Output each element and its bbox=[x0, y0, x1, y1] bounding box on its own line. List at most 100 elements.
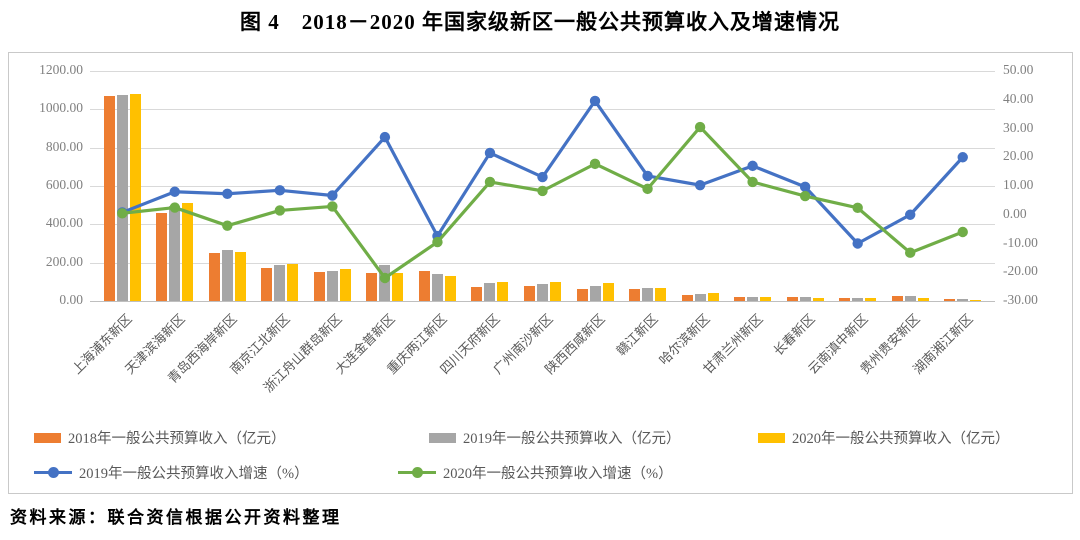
line-marker bbox=[694, 121, 706, 133]
bar-2019年 bbox=[642, 288, 654, 301]
bar-2019年 bbox=[326, 270, 338, 301]
bar-2019年 bbox=[169, 206, 181, 301]
bar-2020年 bbox=[182, 202, 194, 301]
bar-2019年 bbox=[379, 264, 391, 301]
bar-2018年 bbox=[891, 296, 903, 301]
line-marker bbox=[747, 160, 758, 172]
y-axis-label-left: 1200.00 bbox=[39, 62, 83, 77]
legend-label: 2019年一般公共预算收入（亿元） bbox=[463, 431, 681, 447]
y-axis-label-left: 600.00 bbox=[45, 177, 83, 192]
line-marker bbox=[432, 230, 443, 242]
bar-2020年 bbox=[129, 94, 141, 301]
y-axis-label-left: 0.00 bbox=[59, 292, 83, 307]
grid-line bbox=[90, 301, 995, 302]
bar-2019年 bbox=[116, 94, 128, 301]
legend-item: 2020年一般公共预算收入（亿元） bbox=[758, 427, 1010, 448]
y-axis-label-right: -20.00 bbox=[1003, 263, 1038, 279]
bar-2020年 bbox=[234, 251, 246, 301]
bar-2020年 bbox=[865, 298, 877, 301]
bar-2018年 bbox=[839, 297, 851, 301]
bar-2018年 bbox=[944, 299, 956, 301]
bar-2020年 bbox=[970, 299, 982, 301]
bar-2018年 bbox=[681, 295, 693, 301]
bar-2018年 bbox=[524, 286, 535, 301]
bar-2019年 bbox=[274, 265, 286, 301]
bar-2018年 bbox=[576, 289, 588, 301]
bar-2018年 bbox=[156, 212, 168, 301]
line-marker bbox=[957, 226, 968, 238]
bar-2018年 bbox=[261, 268, 273, 301]
bar-2020年 bbox=[444, 276, 456, 301]
line-marker bbox=[327, 201, 338, 212]
line-marker bbox=[852, 202, 863, 214]
line-marker bbox=[852, 238, 863, 249]
y-axis-label-left: 800.00 bbox=[45, 138, 83, 154]
bar-2020年 bbox=[602, 283, 614, 301]
bar-2020年 bbox=[497, 282, 509, 301]
line-marker bbox=[169, 186, 180, 197]
bar-2019年 bbox=[431, 273, 443, 301]
bar-2020年 bbox=[339, 268, 351, 301]
legend-item: 2019年一般公共预算收入（亿元） bbox=[429, 427, 681, 448]
line-marker bbox=[222, 220, 233, 231]
bar-2018年 bbox=[208, 253, 220, 301]
bar-2019年 bbox=[694, 294, 706, 301]
y-axis-label-left: 400.00 bbox=[45, 215, 83, 231]
y-axis-label-right: 50.00 bbox=[1003, 62, 1034, 77]
line-marker bbox=[642, 170, 653, 182]
bar-2018年 bbox=[313, 272, 325, 301]
source-note: 资料来源：联合资信根据公开资料整理 bbox=[10, 508, 342, 527]
bar-2019年 bbox=[537, 283, 548, 301]
line-marker bbox=[537, 185, 548, 197]
bar-2020年 bbox=[812, 297, 824, 301]
bar-2019年 bbox=[589, 286, 601, 301]
line-marker bbox=[905, 247, 916, 258]
line-marker bbox=[484, 147, 496, 159]
legend-label: 2020年一般公共预算收入（亿元） bbox=[792, 431, 1010, 447]
bar-2020年 bbox=[917, 297, 929, 301]
bar-2019年 bbox=[484, 283, 496, 301]
bar-2018年 bbox=[471, 286, 483, 301]
y-axis-label-right: -30.00 bbox=[1003, 292, 1038, 307]
line-marker bbox=[905, 209, 916, 220]
y-axis-label-right: -10.00 bbox=[1003, 234, 1038, 250]
y-axis-label-right: 40.00 bbox=[1003, 90, 1034, 106]
bar-2019年 bbox=[747, 296, 759, 301]
grid-line bbox=[90, 71, 995, 72]
legend-marker bbox=[48, 467, 59, 478]
grid-line bbox=[90, 186, 995, 187]
y-axis-label-right: 20.00 bbox=[1003, 148, 1034, 164]
y-axis-label-right: 0.00 bbox=[1003, 205, 1027, 221]
line-marker bbox=[957, 152, 968, 163]
legend-item: 2020年一般公共预算收入增速（%） bbox=[398, 462, 673, 483]
bar-2018年 bbox=[366, 272, 378, 301]
bar-2019年 bbox=[799, 297, 811, 301]
y-axis-label-left: 200.00 bbox=[45, 253, 83, 269]
grid-line bbox=[90, 109, 995, 111]
legend-swatch bbox=[429, 432, 456, 443]
line-marker bbox=[379, 131, 391, 143]
grid-line bbox=[90, 224, 995, 226]
legend-swatch bbox=[758, 432, 785, 443]
line-marker bbox=[222, 188, 233, 199]
legend-label: 2018年一般公共预算收入（亿元） bbox=[68, 431, 286, 447]
y-axis-label-right: 30.00 bbox=[1003, 119, 1034, 135]
legend-line-swatch bbox=[398, 467, 436, 478]
line-marker bbox=[589, 158, 601, 170]
bar-2018年 bbox=[418, 271, 430, 301]
legend-item: 2018年一般公共预算收入（亿元） bbox=[34, 427, 286, 448]
line-marker bbox=[589, 95, 601, 107]
legend-line-swatch bbox=[34, 467, 72, 478]
growth-line bbox=[121, 99, 964, 246]
bar-2018年 bbox=[786, 296, 798, 301]
bar-2019年 bbox=[904, 295, 916, 301]
bar-2020年 bbox=[655, 288, 667, 301]
bar-2020年 bbox=[392, 272, 404, 301]
chart-title: 图 4 2018－2020 年国家级新区一般公共预算收入及增速情况 bbox=[240, 10, 840, 34]
line-marker bbox=[327, 190, 338, 201]
bar-2018年 bbox=[629, 289, 641, 301]
legend-marker bbox=[412, 467, 423, 478]
line-marker bbox=[274, 205, 286, 216]
bar-2018年 bbox=[103, 95, 115, 301]
